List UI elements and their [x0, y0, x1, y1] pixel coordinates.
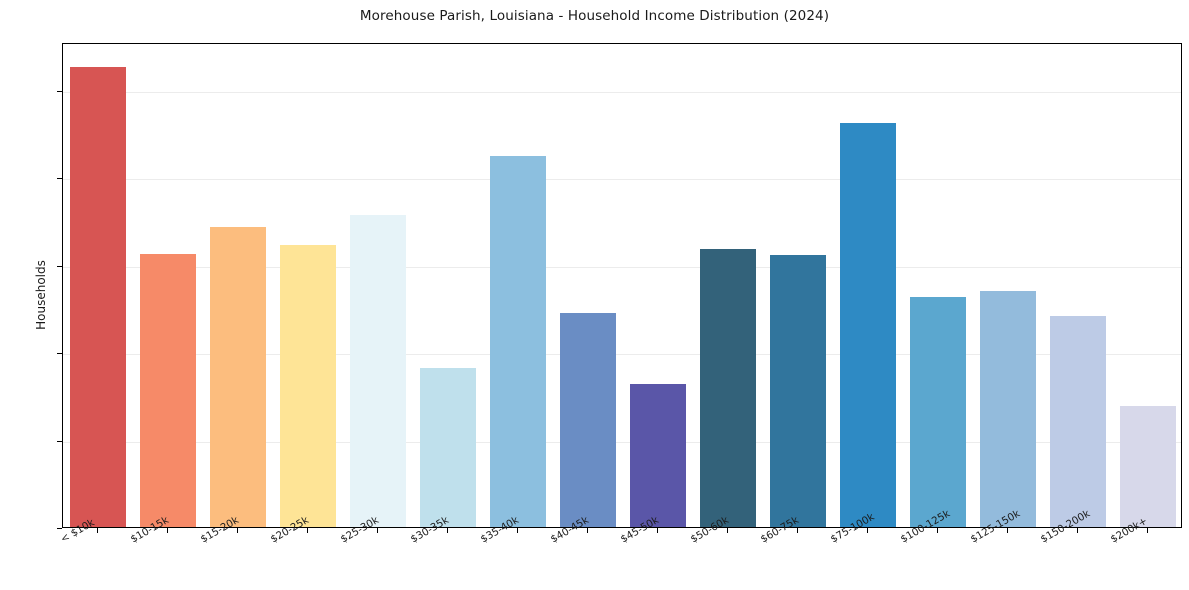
x-tick-mark — [1147, 528, 1148, 533]
gridline — [63, 441, 1181, 443]
bar[interactable] — [70, 67, 126, 527]
x-tick-mark — [1007, 528, 1008, 533]
x-tick-mark — [377, 528, 378, 533]
x-tick-mark — [657, 528, 658, 533]
x-tick-mark — [237, 528, 238, 533]
bar[interactable] — [210, 226, 266, 527]
bar[interactable] — [350, 215, 406, 527]
y-tick-mark — [57, 528, 62, 529]
x-tick-mark — [447, 528, 448, 533]
bar[interactable] — [770, 255, 826, 527]
y-tick-mark — [57, 91, 62, 93]
x-tick-mark — [797, 528, 798, 533]
x-tick-mark — [727, 528, 728, 533]
bar[interactable] — [490, 156, 546, 527]
bar-series — [63, 44, 1181, 527]
x-tick-mark — [167, 528, 168, 533]
bar[interactable] — [280, 245, 336, 527]
bar[interactable] — [840, 123, 896, 527]
bar[interactable] — [1050, 315, 1106, 527]
x-tick-mark — [867, 528, 868, 533]
bar[interactable] — [700, 249, 756, 527]
x-tick-mark — [937, 528, 938, 533]
gridline — [63, 92, 1181, 94]
x-tick-mark — [1077, 528, 1078, 533]
x-tick-mark — [307, 528, 308, 533]
bar[interactable] — [420, 367, 476, 527]
y-tick-mark — [57, 353, 62, 355]
bar[interactable] — [560, 312, 616, 527]
plot-area — [62, 43, 1182, 528]
x-tick-mark — [517, 528, 518, 533]
y-tick-mark — [57, 265, 62, 267]
bar[interactable] — [1120, 405, 1176, 527]
x-tick-mark — [97, 528, 98, 533]
y-axis-title: Households — [33, 260, 48, 330]
bar[interactable] — [630, 384, 686, 527]
bar[interactable] — [910, 297, 966, 527]
y-tick-mark — [57, 440, 62, 442]
y-tick-mark — [57, 178, 62, 180]
page-title: Morehouse Parish, Louisiana - Household … — [359, 8, 830, 24]
x-tick-mark — [587, 528, 588, 533]
gridline — [63, 179, 1181, 181]
bar[interactable] — [980, 291, 1036, 527]
gridline — [63, 354, 1181, 356]
gridline — [63, 266, 1181, 268]
bar[interactable] — [140, 253, 196, 527]
